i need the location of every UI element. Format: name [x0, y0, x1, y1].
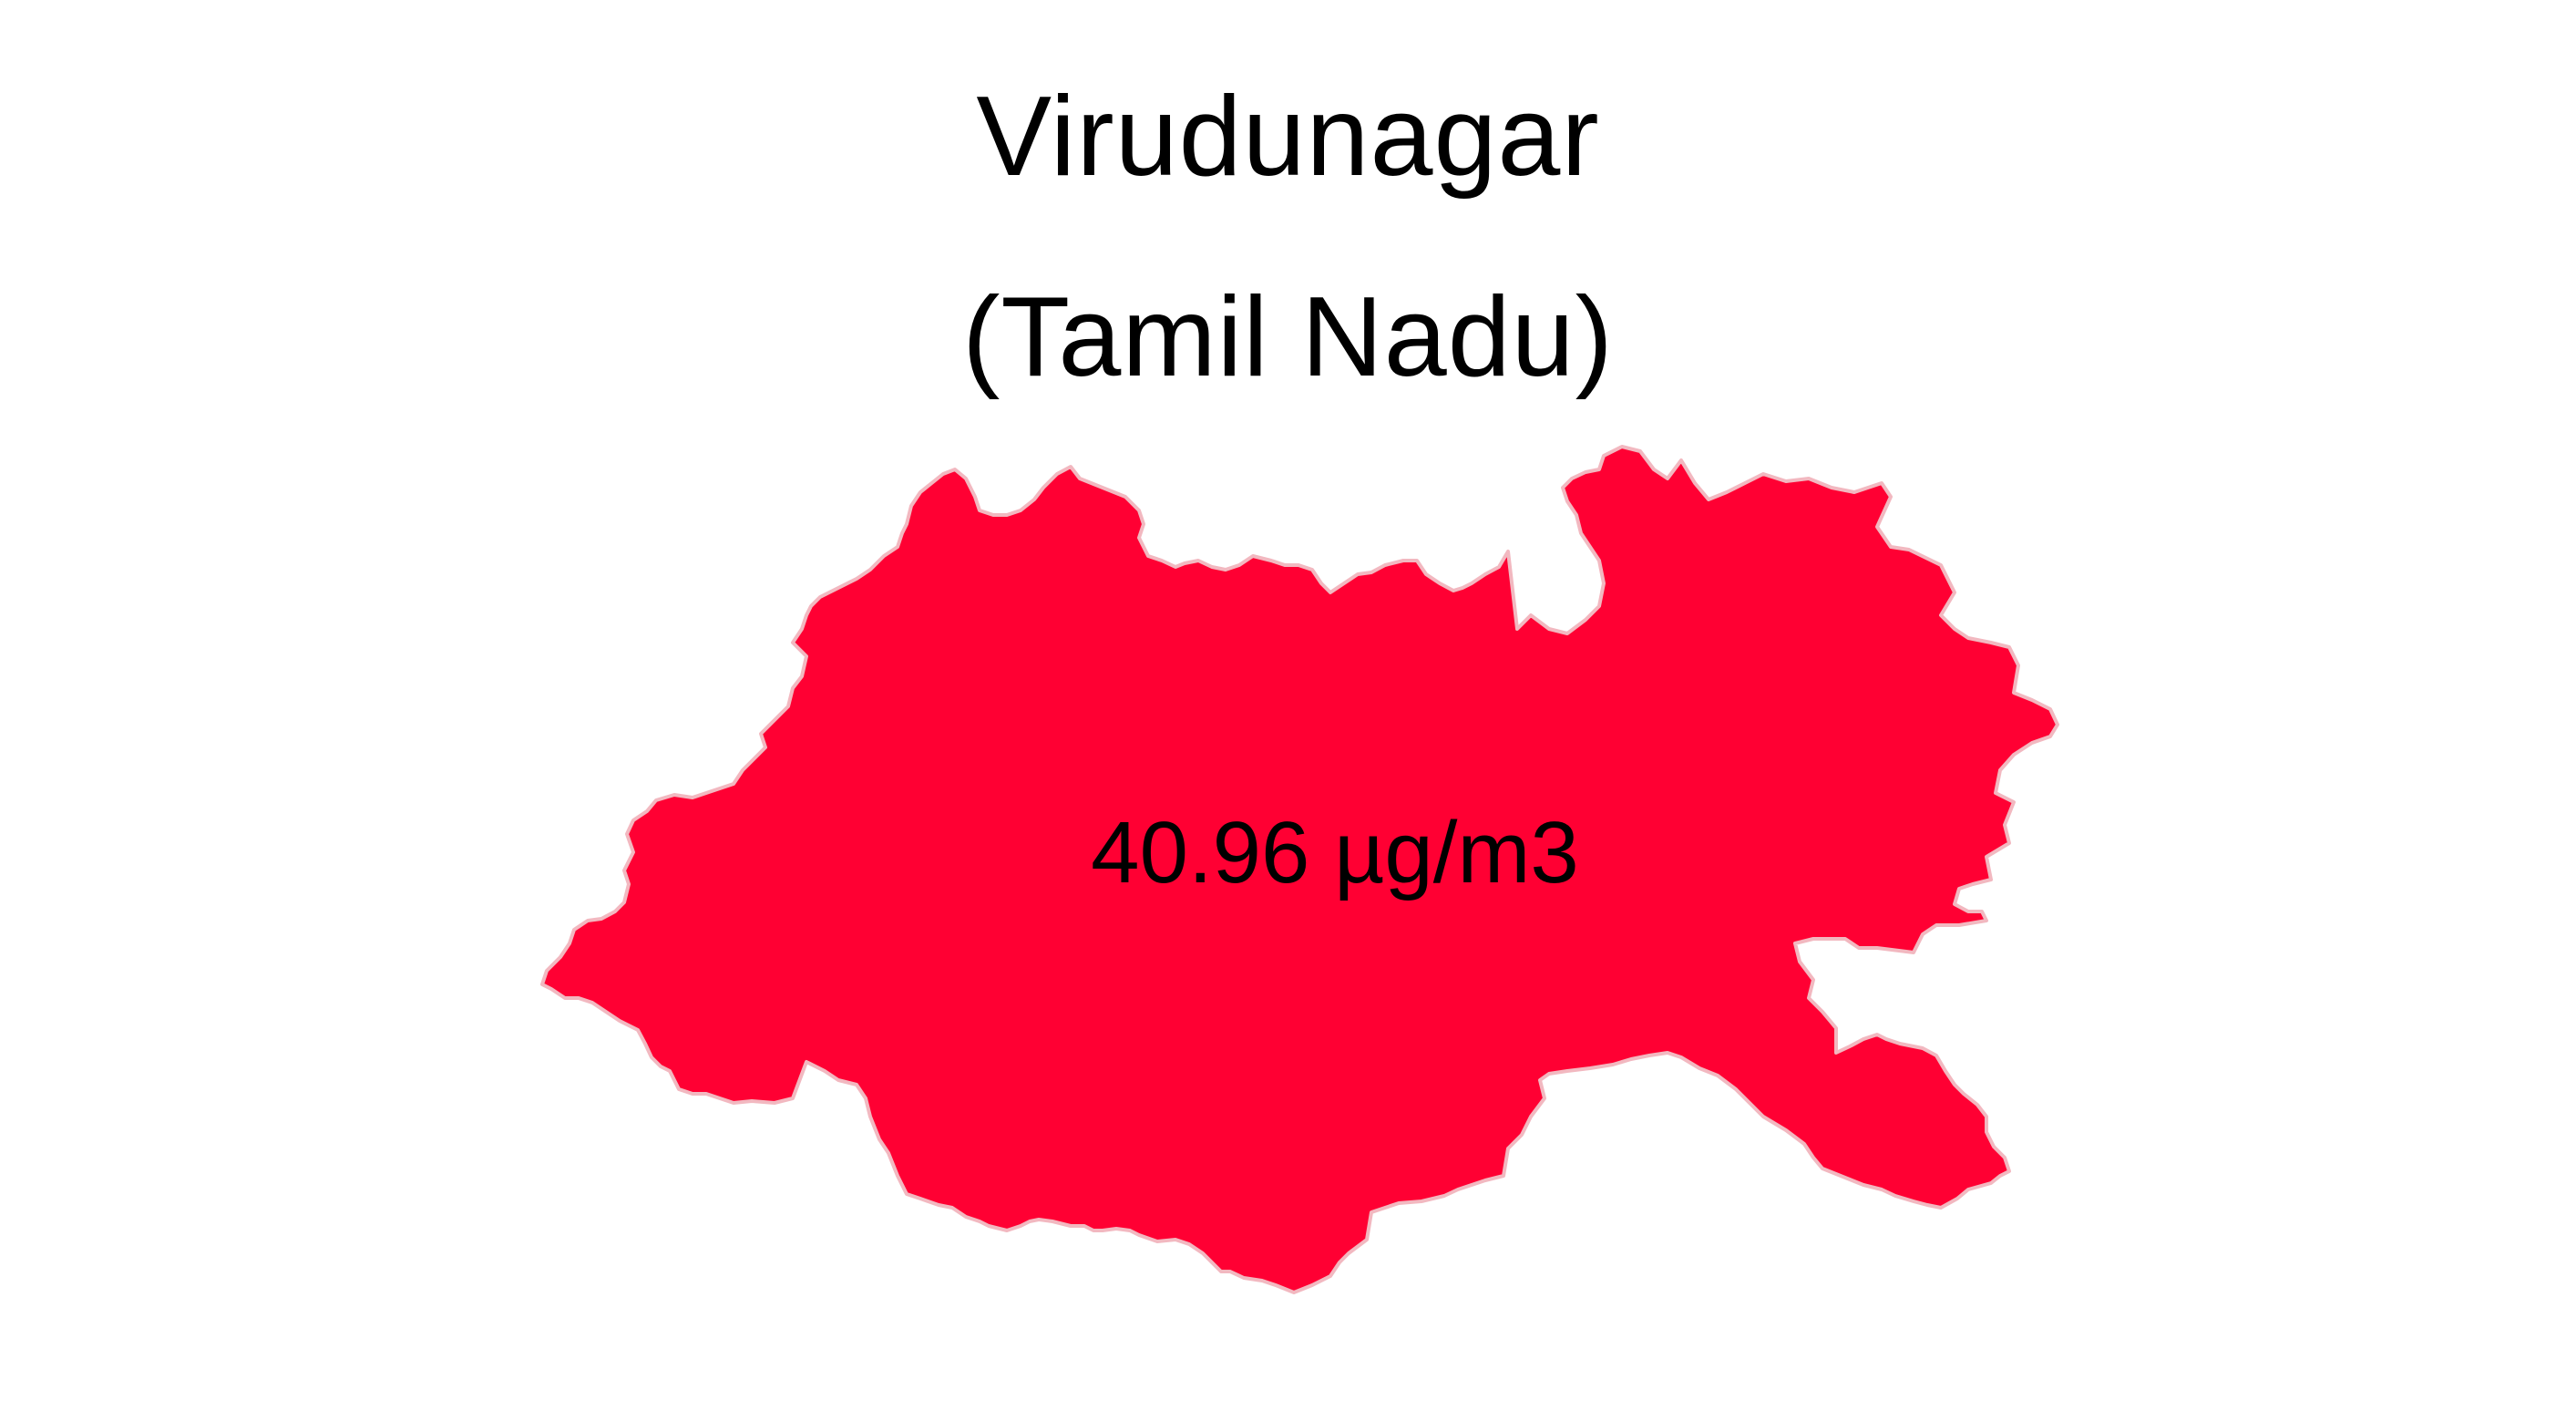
title-district-name: Virudunagar — [976, 74, 1600, 200]
region-value-label: 40.96 µg/m3 — [1091, 804, 1579, 901]
district-region-shape — [540, 445, 2059, 1294]
title-state-name: (Tamil Nadu) — [962, 274, 1614, 400]
map-title: Virudunagar (Tamil Nadu) — [0, 36, 2576, 438]
